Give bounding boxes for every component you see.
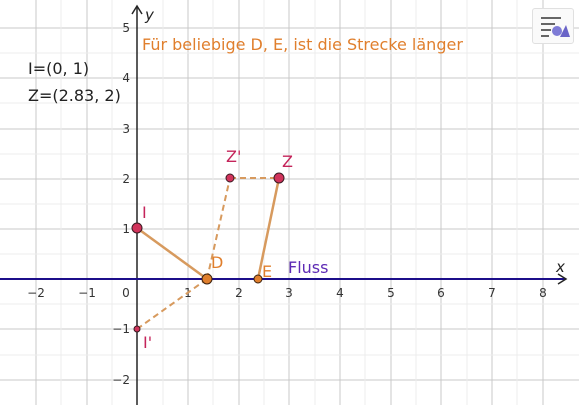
x-tick-label: −1 xyxy=(78,286,96,300)
x-tick-label: 4 xyxy=(336,286,344,300)
x-axis-label: x xyxy=(555,258,565,276)
y-tick-label: 2 xyxy=(122,172,130,186)
point-labels: I I' Z Z' D E xyxy=(142,147,293,352)
x-tick-label: −2 xyxy=(27,286,45,300)
segment-iprime-d[interactable] xyxy=(136,278,208,330)
style-bar-button[interactable] xyxy=(532,8,574,44)
points xyxy=(131,172,285,333)
point-i[interactable] xyxy=(131,222,143,234)
point-label-i: I xyxy=(142,203,147,222)
reflection-segments xyxy=(136,177,279,330)
y-tick-label: −1 xyxy=(112,322,130,336)
y-tick-label: 5 xyxy=(122,21,130,35)
point-label-d: D xyxy=(211,253,223,272)
segment-e-z[interactable] xyxy=(256,177,281,280)
segment-d-zprime[interactable] xyxy=(206,177,231,280)
y-tick-label: 1 xyxy=(122,222,130,236)
info-text-z: Z=(2.83, 2) xyxy=(28,86,121,105)
x-axis: x xyxy=(0,258,568,285)
caption-text: Für beliebige D, E, ist die Strecke läng… xyxy=(142,35,463,54)
point-d[interactable] xyxy=(201,273,213,285)
point-label-e: E xyxy=(262,262,272,281)
point-z-prime[interactable] xyxy=(225,173,235,183)
y-tick-label: 4 xyxy=(122,71,130,85)
x-tick-label: 6 xyxy=(437,286,445,300)
x-tick-label: 0 xyxy=(122,286,130,300)
info-text-i: I=(0, 1) xyxy=(28,59,89,78)
y-axis-label: y xyxy=(144,6,155,24)
y-tick-label: −2 xyxy=(112,373,130,387)
y-tick-labels: 5 4 3 2 1 −1 −2 xyxy=(112,21,130,387)
point-label-z-prime: Z' xyxy=(226,147,241,166)
point-label-i-prime: I' xyxy=(143,333,152,352)
x-tick-label: 3 xyxy=(285,286,293,300)
segments xyxy=(136,177,281,281)
x-tick-label: 5 xyxy=(387,286,395,300)
point-e[interactable] xyxy=(253,274,263,284)
style-bar-icon xyxy=(541,17,570,37)
y-tick-label: 3 xyxy=(122,122,130,136)
x-tick-label: 2 xyxy=(235,286,243,300)
point-label-z: Z xyxy=(282,152,293,171)
x-tick-label: 8 xyxy=(539,286,547,300)
point-z[interactable] xyxy=(273,172,285,184)
segment-i-d[interactable] xyxy=(136,226,208,281)
x-tick-labels: −2 −1 0 1 2 3 4 5 6 7 8 xyxy=(27,286,547,300)
y-axis: y xyxy=(131,4,155,405)
river-label: Fluss xyxy=(288,258,328,277)
point-i-prime[interactable] xyxy=(133,325,141,333)
x-tick-label: 7 xyxy=(488,286,496,300)
